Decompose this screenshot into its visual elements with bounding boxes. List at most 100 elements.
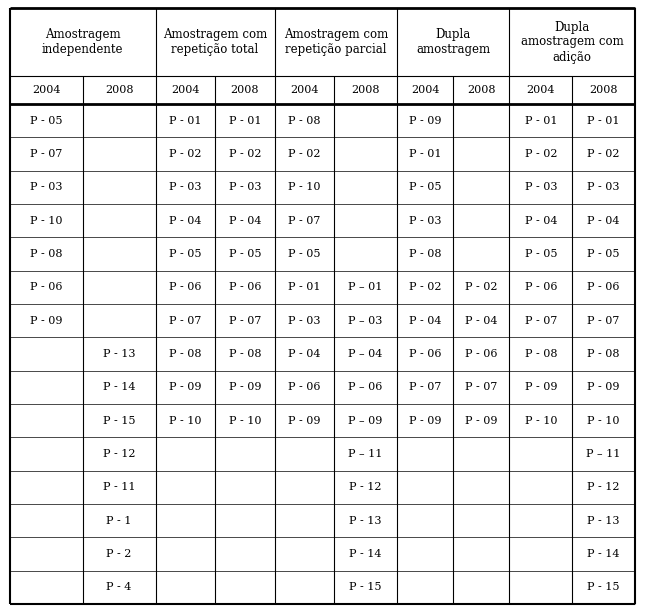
Text: P - 12: P - 12 xyxy=(103,449,135,459)
Text: P - 02: P - 02 xyxy=(228,149,261,159)
Text: P - 08: P - 08 xyxy=(588,349,620,359)
Text: P – 04: P – 04 xyxy=(348,349,382,359)
Text: P – 01: P – 01 xyxy=(348,282,382,293)
Text: P - 03: P - 03 xyxy=(588,182,620,192)
Text: P - 12: P - 12 xyxy=(349,482,382,492)
Text: P - 07: P - 07 xyxy=(169,316,201,326)
Text: P - 02: P - 02 xyxy=(524,149,557,159)
Text: P - 03: P - 03 xyxy=(409,215,441,226)
Text: P - 05: P - 05 xyxy=(409,182,441,192)
Text: P - 06: P - 06 xyxy=(288,382,321,392)
Text: 2004: 2004 xyxy=(290,85,319,95)
Text: P - 09: P - 09 xyxy=(288,416,321,426)
Text: P - 05: P - 05 xyxy=(228,249,261,259)
Text: P - 01: P - 01 xyxy=(409,149,441,159)
Text: 2008: 2008 xyxy=(467,85,495,95)
Text: P - 04: P - 04 xyxy=(588,215,620,226)
Text: P - 08: P - 08 xyxy=(169,349,201,359)
Text: P - 13: P - 13 xyxy=(103,349,135,359)
Text: P - 09: P - 09 xyxy=(228,382,261,392)
Text: P - 14: P - 14 xyxy=(349,549,382,559)
Text: P - 15: P - 15 xyxy=(349,583,382,592)
Text: P - 09: P - 09 xyxy=(169,382,201,392)
Text: P - 01: P - 01 xyxy=(169,116,201,125)
Text: 2008: 2008 xyxy=(352,85,380,95)
Text: P - 06: P - 06 xyxy=(228,282,261,293)
Text: P - 07: P - 07 xyxy=(465,382,497,392)
Text: P - 10: P - 10 xyxy=(30,215,63,226)
Text: P - 01: P - 01 xyxy=(524,116,557,125)
Text: P - 02: P - 02 xyxy=(169,149,201,159)
Text: P - 04: P - 04 xyxy=(465,316,497,326)
Text: P - 10: P - 10 xyxy=(288,182,321,192)
Text: P – 06: P – 06 xyxy=(348,382,382,392)
Text: P - 07: P - 07 xyxy=(30,149,63,159)
Text: P - 10: P - 10 xyxy=(228,416,261,426)
Text: P - 13: P - 13 xyxy=(588,516,620,526)
Text: 2004: 2004 xyxy=(171,85,199,95)
Text: P - 03: P - 03 xyxy=(30,182,63,192)
Text: P - 04: P - 04 xyxy=(228,215,261,226)
Text: P - 06: P - 06 xyxy=(465,349,497,359)
Text: P - 15: P - 15 xyxy=(588,583,620,592)
Text: P - 04: P - 04 xyxy=(524,215,557,226)
Text: P - 01: P - 01 xyxy=(228,116,261,125)
Text: P - 09: P - 09 xyxy=(409,116,441,125)
Text: P – 09: P – 09 xyxy=(348,416,382,426)
Text: P - 07: P - 07 xyxy=(228,316,261,326)
Text: P - 08: P - 08 xyxy=(288,116,321,125)
Text: P - 06: P - 06 xyxy=(588,282,620,293)
Text: P - 14: P - 14 xyxy=(103,382,135,392)
Text: 2008: 2008 xyxy=(230,85,259,95)
Text: 2004: 2004 xyxy=(411,85,439,95)
Text: P - 04: P - 04 xyxy=(169,215,201,226)
Text: 2004: 2004 xyxy=(526,85,555,95)
Text: P - 1: P - 1 xyxy=(106,516,132,526)
Text: 2008: 2008 xyxy=(590,85,618,95)
Text: P - 09: P - 09 xyxy=(524,382,557,392)
Text: P - 09: P - 09 xyxy=(465,416,497,426)
Text: P - 07: P - 07 xyxy=(588,316,620,326)
Text: P - 04: P - 04 xyxy=(409,316,441,326)
Text: P - 09: P - 09 xyxy=(588,382,620,392)
Text: Amostragem
independente: Amostragem independente xyxy=(42,28,123,56)
Text: P - 02: P - 02 xyxy=(288,149,321,159)
Text: P - 10: P - 10 xyxy=(588,416,620,426)
Text: Dupla
amostragem com
adição: Dupla amostragem com adição xyxy=(521,20,624,64)
Text: P - 10: P - 10 xyxy=(169,416,201,426)
Text: P - 07: P - 07 xyxy=(409,382,441,392)
Text: P - 08: P - 08 xyxy=(30,249,63,259)
Text: P – 11: P – 11 xyxy=(348,449,382,459)
Text: 2004: 2004 xyxy=(32,85,61,95)
Text: P - 02: P - 02 xyxy=(588,149,620,159)
Text: P - 06: P - 06 xyxy=(30,282,63,293)
Text: P - 03: P - 03 xyxy=(524,182,557,192)
Text: P - 11: P - 11 xyxy=(103,482,135,492)
Text: P - 05: P - 05 xyxy=(169,249,201,259)
Text: P - 06: P - 06 xyxy=(524,282,557,293)
Text: P - 09: P - 09 xyxy=(30,316,63,326)
Text: P - 05: P - 05 xyxy=(588,249,620,259)
Text: P - 06: P - 06 xyxy=(409,349,441,359)
Text: P - 2: P - 2 xyxy=(106,549,132,559)
Text: P - 12: P - 12 xyxy=(588,482,620,492)
Text: P - 02: P - 02 xyxy=(409,282,441,293)
Text: P - 04: P - 04 xyxy=(288,349,321,359)
Text: P - 08: P - 08 xyxy=(524,349,557,359)
Text: P - 06: P - 06 xyxy=(169,282,201,293)
Text: Amostragem com
repetição total: Amostragem com repetição total xyxy=(163,28,267,56)
Text: 2008: 2008 xyxy=(105,85,134,95)
Text: P - 07: P - 07 xyxy=(288,215,321,226)
Text: P - 14: P - 14 xyxy=(588,549,620,559)
Text: P - 13: P - 13 xyxy=(349,516,382,526)
Text: P - 10: P - 10 xyxy=(524,416,557,426)
Text: P - 03: P - 03 xyxy=(169,182,201,192)
Text: P – 11: P – 11 xyxy=(586,449,620,459)
Text: P - 09: P - 09 xyxy=(409,416,441,426)
Text: P - 03: P - 03 xyxy=(288,316,321,326)
Text: P - 01: P - 01 xyxy=(588,116,620,125)
Text: Amostragem com
repetição parcial: Amostragem com repetição parcial xyxy=(284,28,388,56)
Text: P - 05: P - 05 xyxy=(288,249,321,259)
Text: P - 02: P - 02 xyxy=(465,282,497,293)
Text: P - 08: P - 08 xyxy=(228,349,261,359)
